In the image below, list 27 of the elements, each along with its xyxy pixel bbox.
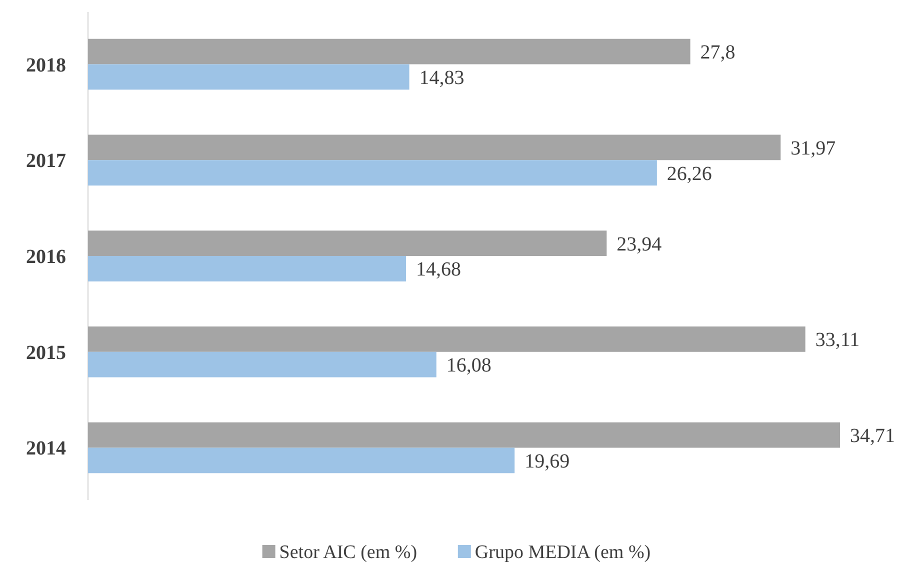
data-label: 31,97 — [790, 137, 836, 160]
data-label: 14,68 — [416, 258, 462, 281]
bar — [88, 326, 806, 352]
bar — [88, 64, 410, 90]
data-label: 16,08 — [446, 354, 492, 377]
data-label: 34,71 — [850, 425, 895, 448]
data-label: 27,8 — [700, 42, 736, 64]
bar — [88, 448, 515, 474]
data-label: 19,69 — [524, 450, 570, 472]
bar — [88, 352, 436, 378]
y-tick-label: 2017 — [26, 150, 66, 172]
bar — [88, 256, 406, 282]
data-label: 23,94 — [616, 233, 662, 256]
y-tick-label: 2016 — [26, 246, 66, 268]
y-tick-label: 2014 — [26, 438, 66, 460]
bar — [88, 422, 840, 448]
y-tick-label: 2015 — [26, 342, 66, 364]
legend-label: Grupo MEDIA (em %) — [474, 542, 651, 563]
y-tick-label: 2018 — [26, 54, 66, 76]
bar — [88, 160, 657, 186]
bar — [88, 38, 690, 64]
bar — [88, 134, 781, 160]
data-label: 14,83 — [419, 66, 464, 89]
data-label: 33,11 — [815, 329, 860, 352]
bar — [88, 230, 607, 256]
data-label: 26,26 — [666, 162, 712, 185]
legend-label: Setor AIC (em %) — [279, 542, 418, 563]
